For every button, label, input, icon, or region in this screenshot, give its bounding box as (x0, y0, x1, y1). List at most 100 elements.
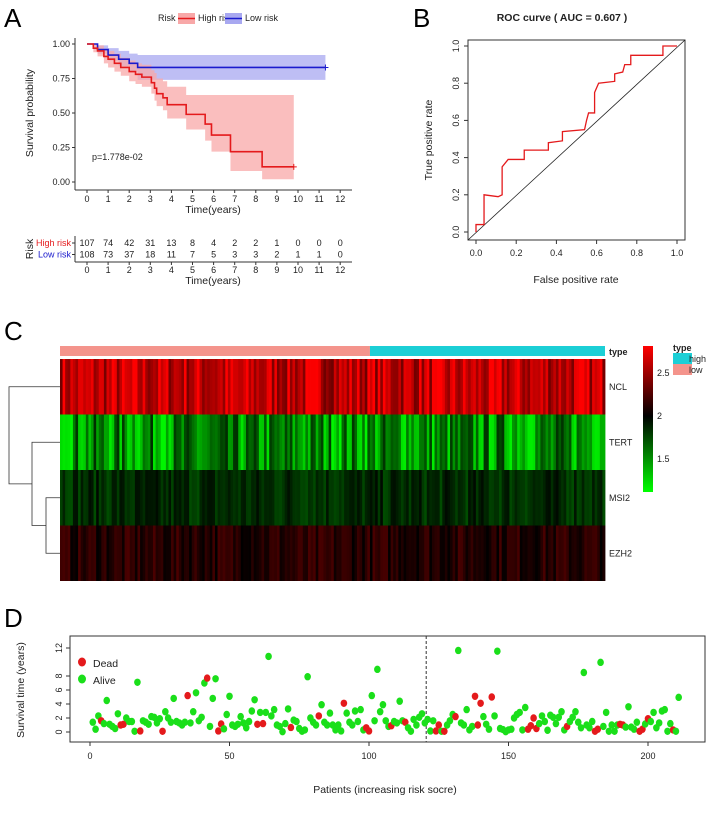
heatmap-cell (338, 470, 342, 526)
heatmap-cell (393, 359, 397, 415)
heatmap-cell (390, 525, 394, 581)
heatmap-cell (129, 414, 133, 470)
heatmap-cell (491, 414, 495, 470)
heatmap-cell (341, 525, 345, 581)
km-legend: Risk High risk Low risk (158, 13, 279, 24)
roc-diagonal (467, 39, 686, 241)
heatmap-cell (331, 525, 335, 581)
heatmap-cell (80, 414, 84, 470)
dead-point (441, 727, 448, 735)
km-x-tick-label: 11 (314, 194, 323, 204)
scatter-y-tick-label: 0 (54, 729, 64, 734)
alive-point (630, 725, 638, 733)
heatmap-cell (124, 359, 128, 415)
heatmap-cell (318, 470, 322, 526)
alive-point (337, 727, 345, 735)
dead-point (203, 674, 211, 682)
heatmap-cell (253, 414, 257, 470)
risk-count: 8 (190, 238, 195, 248)
heatmap-cell (171, 414, 175, 470)
alive-point (376, 708, 384, 716)
type-legend-title: type (673, 343, 692, 353)
heatmap-cell (292, 359, 296, 415)
heatmap-cell (194, 470, 198, 526)
heatmap-cell (129, 359, 133, 415)
heatmap-cell (354, 414, 358, 470)
alive-point (625, 703, 632, 711)
heatmap-cell (62, 359, 66, 415)
heatmap-cell (194, 525, 198, 581)
heatmap-cell (235, 525, 239, 581)
heatmap-cell (357, 470, 361, 526)
dendrogram-branch (45, 497, 60, 554)
risk-count: 4 (211, 238, 216, 248)
heatmap-cell (155, 414, 159, 470)
heatmap-cell (160, 359, 164, 415)
dead-point (259, 719, 267, 728)
heatmap-cell (514, 470, 518, 526)
heatmap-cell (119, 470, 123, 526)
roc-x-tick-label: 1.0 (671, 248, 684, 258)
heatmap-cell (517, 359, 521, 415)
heatmap-cell (592, 359, 596, 415)
heatmap-cell (398, 414, 402, 470)
heatmap-cell (212, 470, 216, 526)
heatmap-cell (388, 359, 392, 415)
heatmap-cell (318, 414, 322, 470)
risk-count: 0 (295, 238, 300, 248)
heatmap-cell (483, 525, 487, 581)
heatmap-cell (558, 414, 562, 470)
heatmap-cell (362, 470, 366, 526)
heatmap-cell (297, 525, 301, 581)
heatmap-cell (207, 359, 211, 415)
heatmap-cell (109, 414, 113, 470)
heatmap-cell (137, 470, 141, 526)
heatmap-cell (382, 525, 386, 581)
heatmap-cell (571, 525, 575, 581)
heatmap-cell (191, 470, 195, 526)
alive-point (284, 705, 292, 713)
heatmap-cell (204, 359, 208, 415)
heatmap-cell (460, 525, 464, 581)
heatmap-cell (486, 525, 490, 581)
heatmap-cell (111, 470, 115, 526)
roc-x-tick-label: 0.0 (470, 248, 483, 258)
heatmap-cell (320, 525, 324, 581)
heatmap-cell (152, 414, 156, 470)
heatmap-cell (158, 525, 162, 581)
alive-point (396, 697, 403, 705)
heatmap-cell (305, 414, 309, 470)
risk-count: 18 (145, 250, 155, 260)
alive-point (198, 713, 205, 721)
scatter-x-label: Patients (increasing risk socre) (313, 784, 457, 796)
heatmap-cell (235, 414, 239, 470)
heatmap-cell (421, 414, 425, 470)
heatmap-cell (67, 359, 71, 415)
heatmap-cell (227, 414, 231, 470)
heatmap-cell (563, 359, 567, 415)
heatmap-cell (576, 470, 580, 526)
heatmap-cell (217, 359, 221, 415)
alive-point (128, 717, 136, 726)
heatmap-cell (426, 414, 430, 470)
alive-point (538, 712, 546, 720)
roc-plot-box (467, 39, 686, 241)
heatmap-cell (287, 414, 291, 470)
heatmap-cell (514, 359, 518, 415)
heatmap-cell (70, 359, 74, 415)
heatmap-cell (222, 470, 226, 526)
censor-mark (322, 64, 329, 71)
heatmap-cell (295, 414, 299, 470)
risk-count: 42 (124, 238, 134, 248)
heatmap-cell (186, 525, 190, 581)
heatmap-cell (563, 470, 567, 526)
heatmap-cell (519, 414, 523, 470)
heatmap-cell (230, 414, 234, 470)
heatmap-cell (305, 470, 309, 526)
alive-point (586, 724, 593, 732)
alive-point (463, 705, 470, 714)
heatmap-cell (395, 470, 399, 526)
heatmap-cell (517, 414, 521, 470)
heatmap-cell (444, 470, 448, 526)
alive-point (552, 719, 560, 728)
